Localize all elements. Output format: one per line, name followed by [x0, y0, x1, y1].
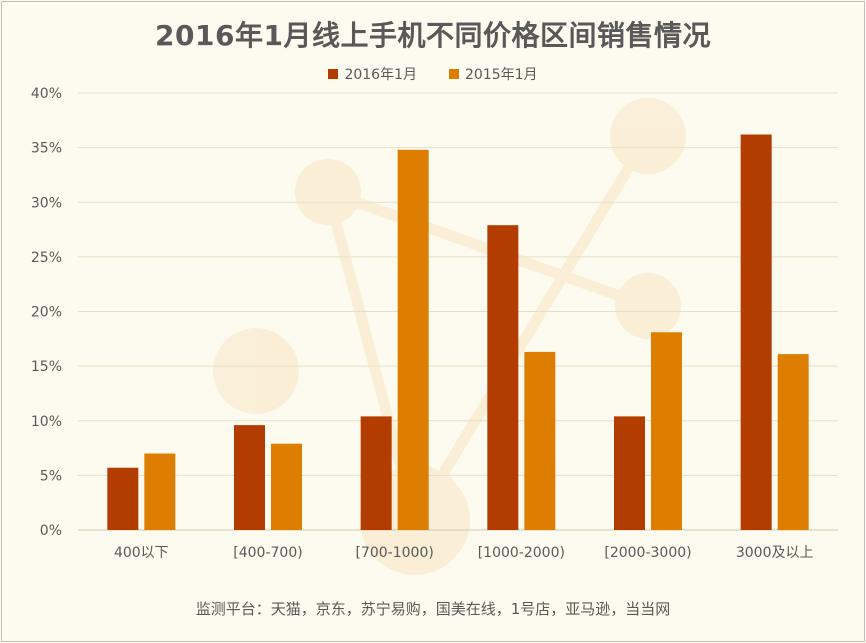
- bar-2015: [271, 443, 302, 530]
- y-tick-label: 10%: [31, 414, 62, 430]
- y-tick-label: 5%: [40, 468, 62, 484]
- chart-legend: 2016年1月 2015年1月: [0, 64, 866, 84]
- bar-2016: [614, 416, 645, 530]
- bars: [107, 134, 809, 530]
- decor-circle-2: [295, 159, 361, 225]
- y-tick-label: 0%: [40, 523, 62, 539]
- x-tick-label: 400以下: [114, 545, 169, 561]
- y-tick-label: 20%: [31, 305, 62, 321]
- bar-2016: [740, 134, 772, 530]
- x-tick-label: 3000及以上: [736, 545, 814, 561]
- y-tick-label: 35%: [31, 141, 62, 157]
- legend-item-2015: 2015年1月: [449, 64, 538, 84]
- decor-circle-5: [615, 273, 681, 339]
- legend-label-2015: 2015年1月: [465, 67, 538, 83]
- legend-label-2016: 2016年1月: [344, 67, 417, 83]
- decor-line-3: [410, 133, 653, 523]
- decor-circle-4: [610, 98, 686, 174]
- x-tick-label: [400-700): [233, 545, 302, 561]
- y-tick-label: 40%: [31, 86, 62, 102]
- y-axis: 0% 5% 10% 15% 20% 25% 30% 35% 40%: [31, 86, 62, 539]
- y-tick-label: 25%: [31, 250, 62, 266]
- bar-2015: [524, 351, 556, 530]
- bar-2016: [487, 225, 519, 530]
- bar-2015: [144, 453, 176, 530]
- x-axis: 400以下 [400-700) [700-1000) [1000-2000) [2000…: [114, 545, 814, 561]
- y-tick-label: 30%: [31, 195, 62, 211]
- bar-2016: [234, 425, 265, 530]
- x-tick-label: [700-1000): [356, 545, 434, 561]
- bar-2016: [360, 416, 392, 530]
- legend-swatch-2015: [449, 69, 459, 79]
- decor-circle-1: [213, 328, 299, 414]
- legend-item-2016: 2016年1月: [328, 64, 417, 84]
- source-footnote: 监测平台：天猫，京东，苏宁易购，国美在线，1号店，亚马逊，当当网: [195, 600, 671, 618]
- x-tick-label: [1000-2000): [478, 545, 565, 561]
- gridlines: [78, 92, 838, 531]
- y-tick-label: 15%: [31, 359, 62, 375]
- bar-2015: [777, 354, 809, 530]
- legend-swatch-2016: [328, 69, 339, 79]
- x-tick-label: [2000-3000): [604, 545, 691, 561]
- chart-title: 2016年1月线上手机不同价格区间销售情况: [155, 19, 711, 52]
- bar-2015: [651, 332, 682, 530]
- bar-2016: [107, 467, 139, 530]
- bar-2015: [397, 149, 429, 530]
